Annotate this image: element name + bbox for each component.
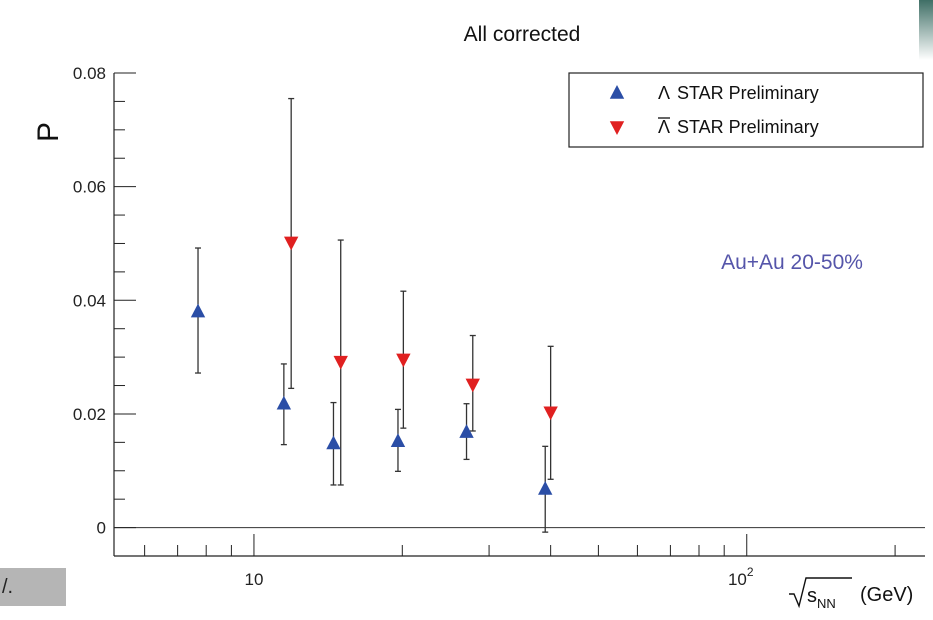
lambda-point	[326, 435, 341, 450]
legend-label-antilambda: STAR Preliminary	[677, 117, 819, 137]
legend-box	[568, 72, 924, 148]
y-tick-label: 0.04	[73, 291, 106, 310]
sqrt-symbol	[789, 577, 852, 609]
data-markers	[190, 236, 558, 495]
y-tick-label: 0	[97, 519, 106, 538]
lambda-point	[459, 424, 474, 438]
legend-label-lambda: STAR Preliminary	[677, 83, 819, 103]
y-tick-label: 0.08	[73, 64, 106, 83]
corner-label-box: /.	[0, 568, 66, 606]
legend: Λ STAR Preliminary Λ STAR Preliminary	[568, 72, 924, 148]
lambda-point	[538, 480, 553, 495]
x-tick-label: 102	[728, 565, 754, 589]
y-axis-label: P	[32, 122, 65, 142]
legend-marker-lambda	[609, 85, 625, 99]
y-tick-label: 0.06	[73, 178, 106, 197]
antilambda-point	[543, 406, 558, 421]
legend-symbol-lambda: Λ	[658, 83, 670, 103]
edge-shade	[919, 0, 933, 60]
antilambda-point	[333, 355, 348, 370]
antilambda-point	[465, 378, 480, 393]
chart-title: All corrected	[464, 23, 581, 46]
x-tick-label: 10	[244, 570, 263, 589]
legend-marker-antilambda	[609, 121, 625, 135]
y-tick-label: 0.02	[73, 405, 106, 424]
x-axis-label-radical: sNN	[807, 585, 836, 611]
corner-label: /.	[2, 576, 14, 598]
legend-symbol-antilambda: Λ	[658, 117, 670, 137]
x-axis-label: sNN (GeV)	[789, 577, 913, 611]
axes: 0 0.02 0.04 0.06 0.08 10 102	[73, 64, 925, 589]
collision-annotation: Au+Au 20-50%	[721, 251, 863, 274]
antilambda-point	[396, 353, 411, 368]
lambda-point	[390, 433, 406, 447]
antilambda-point	[283, 236, 299, 251]
lambda-point	[276, 395, 292, 410]
x-axis-label-unit: (GeV)	[860, 584, 913, 606]
error-bars	[195, 97, 554, 533]
lambda-point	[190, 303, 206, 318]
